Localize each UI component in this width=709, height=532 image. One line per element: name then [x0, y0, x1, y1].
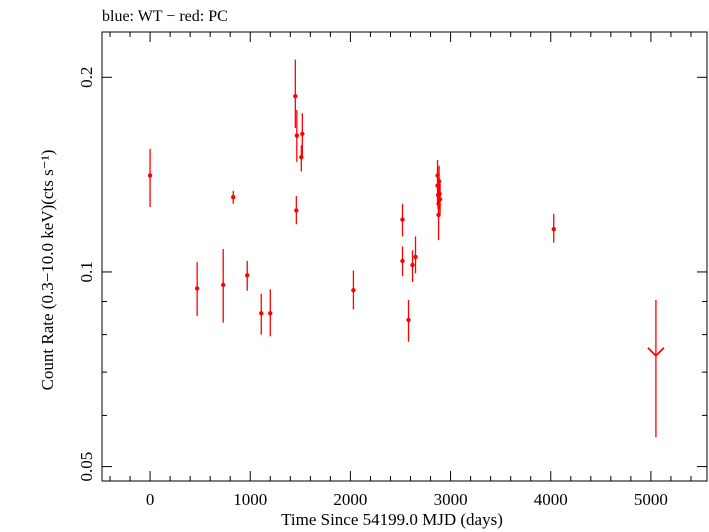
x-axis-label: Time Since 54199.0 MJD (days) — [281, 510, 503, 529]
data-point — [406, 317, 411, 323]
data-point — [436, 212, 441, 218]
x-tick-label: 2000 — [333, 490, 367, 509]
data-point — [351, 288, 356, 293]
data-point — [410, 262, 415, 268]
chart-title: blue: WT − red: PC — [102, 8, 228, 25]
data-point — [245, 273, 250, 278]
data-point — [268, 311, 273, 316]
data-point — [400, 217, 405, 222]
y-tick-label: 0.2 — [77, 67, 96, 88]
data-point — [400, 258, 405, 264]
data-point — [294, 133, 300, 138]
data-points — [147, 59, 665, 438]
data-point — [194, 286, 200, 291]
data-point — [437, 197, 443, 202]
x-tick-label: 0 — [146, 490, 155, 509]
x-tick-label: 5000 — [634, 490, 668, 509]
y-axis: 0.05 0.1 0.2 — [77, 67, 707, 482]
x-axis: 0 1000 2000 3000 4000 5000 — [109, 32, 692, 509]
data-point — [221, 282, 226, 288]
x-tick-label: 1000 — [233, 490, 267, 509]
data-point — [551, 226, 556, 232]
data-point — [293, 93, 298, 99]
y-tick-label: 0.1 — [77, 261, 96, 282]
data-point — [259, 311, 264, 316]
x-tick-label: 3000 — [434, 490, 468, 509]
y-axis-label: Count Rate (0.3−10.0 keV)(cts s⁻¹) — [38, 150, 57, 391]
data-point — [300, 131, 305, 137]
upper-limit-arrow — [647, 347, 665, 358]
y-tick-label: 0.05 — [77, 452, 96, 482]
data-point — [294, 208, 299, 213]
plot-frame — [101, 31, 708, 482]
data-point — [147, 173, 153, 178]
x-tick-label: 4000 — [534, 490, 568, 509]
data-point — [231, 194, 236, 200]
data-point — [413, 254, 418, 260]
